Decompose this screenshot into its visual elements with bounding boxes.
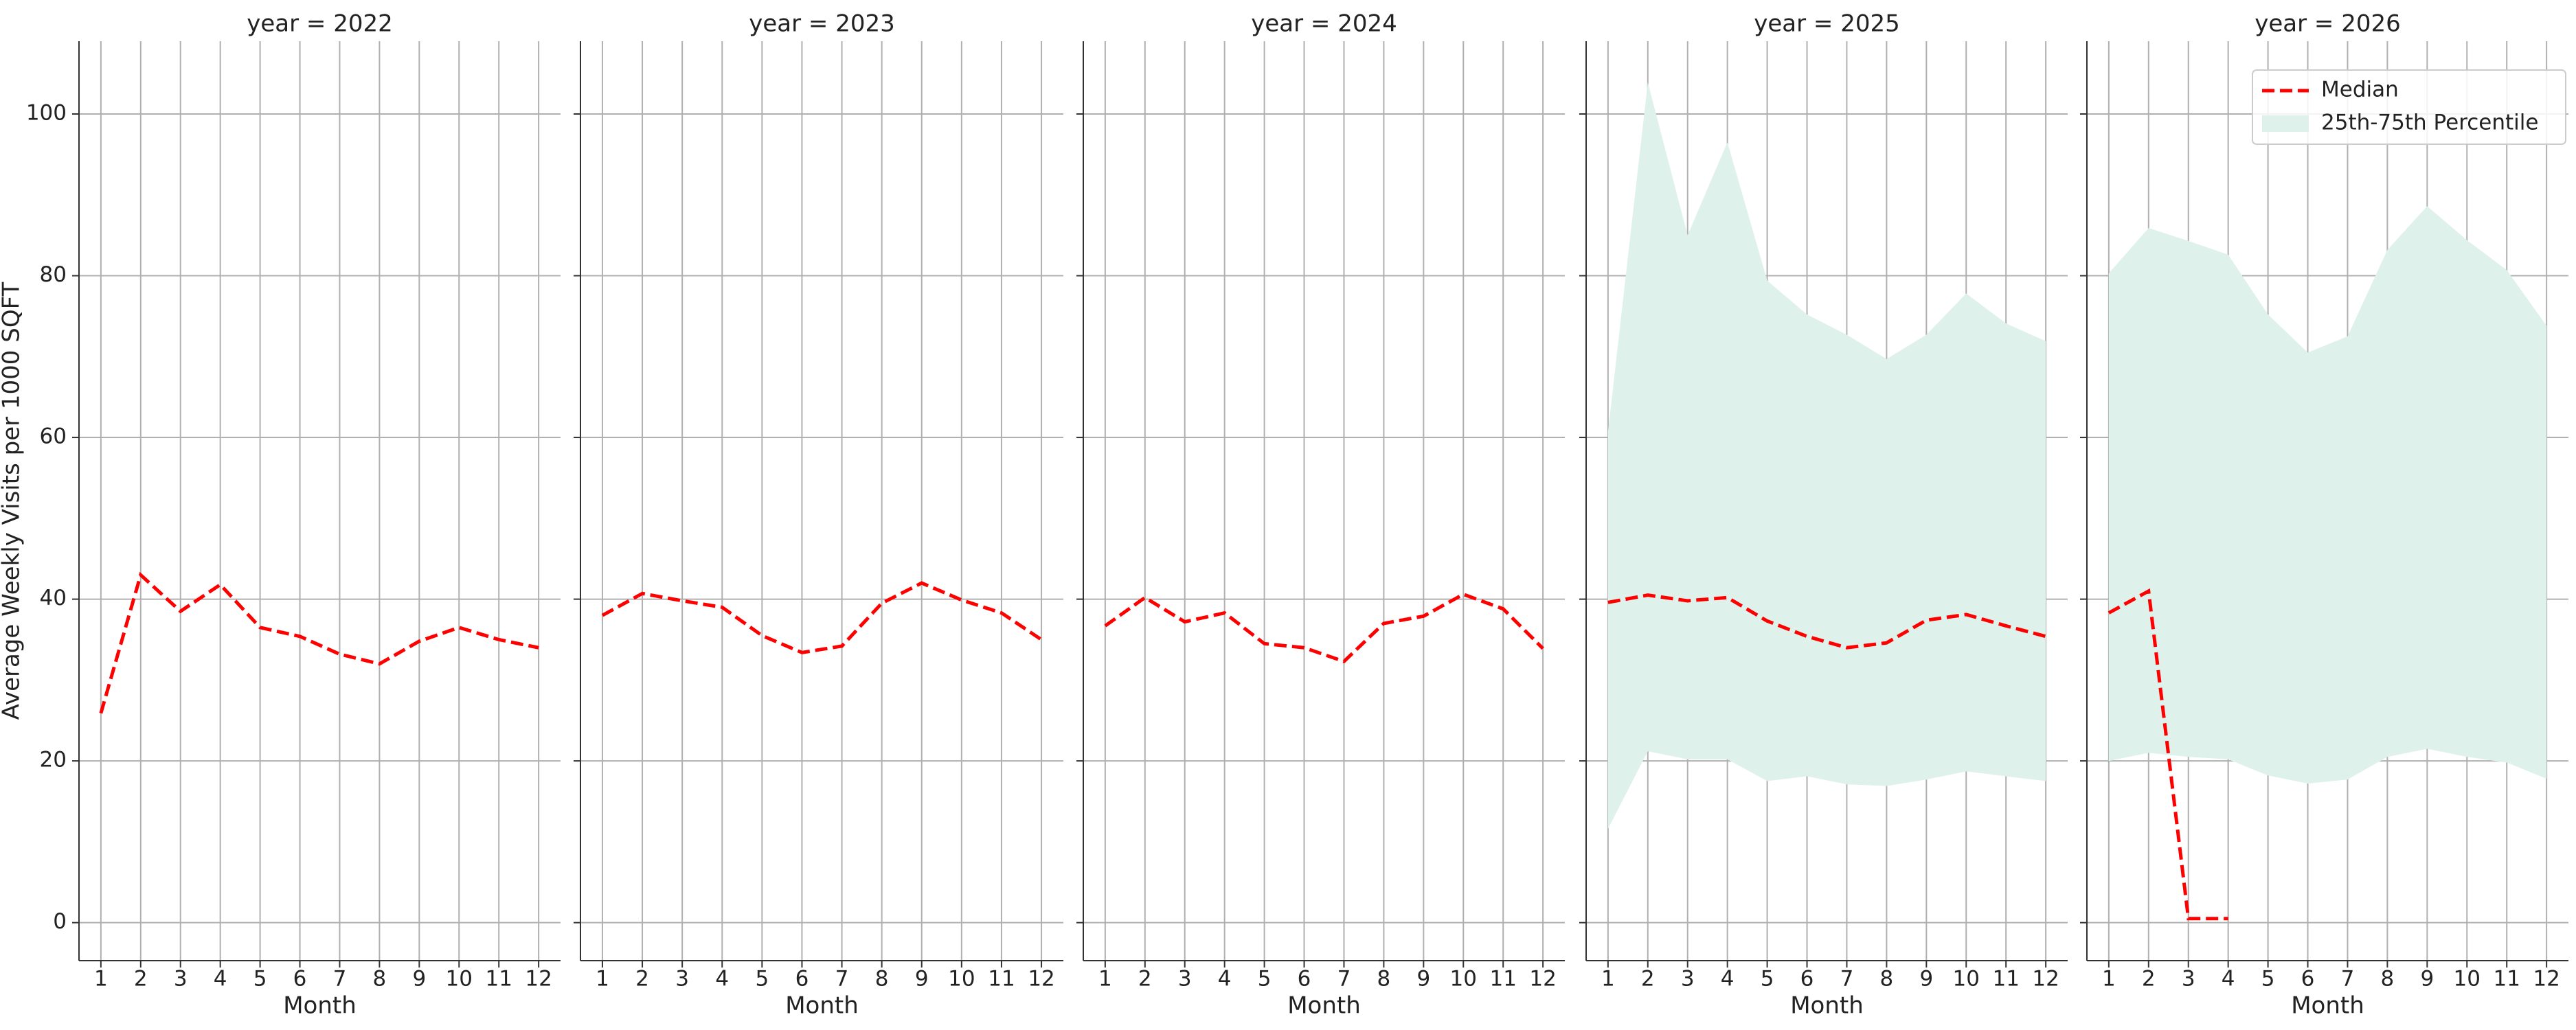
x-tick-label: 3 bbox=[1681, 967, 1695, 992]
x-tick-label: 11 bbox=[1489, 967, 1516, 992]
x-tick-label: 10 bbox=[1450, 967, 1477, 992]
x-axis-label: Month bbox=[1287, 992, 1361, 1020]
x-tick-label: 10 bbox=[2454, 967, 2481, 992]
x-tick-label: 10 bbox=[1953, 967, 1980, 992]
x-tick-label: 5 bbox=[1761, 967, 1774, 992]
x-tick-label: 8 bbox=[1377, 967, 1391, 992]
x-tick-label: 12 bbox=[2533, 967, 2560, 992]
x-tick-label: 3 bbox=[1178, 967, 1192, 992]
x-tick-label: 6 bbox=[293, 967, 307, 992]
panel-title: year = 2023 bbox=[749, 10, 894, 38]
x-tick-label: 5 bbox=[253, 967, 267, 992]
x-tick-label: 11 bbox=[988, 967, 1015, 992]
x-tick-label: 6 bbox=[795, 967, 809, 992]
x-tick-label: 2 bbox=[134, 967, 148, 992]
median-line bbox=[2108, 588, 2228, 921]
x-tick-label: 5 bbox=[755, 967, 769, 992]
median-line bbox=[1104, 592, 1544, 664]
x-tick-label: 4 bbox=[2222, 967, 2235, 992]
x-tick-label: 2 bbox=[1641, 967, 1655, 992]
x-tick-label: 3 bbox=[174, 967, 188, 992]
x-tick-label: 11 bbox=[1992, 967, 2019, 992]
median-line bbox=[99, 571, 539, 714]
x-tick-label: 1 bbox=[1098, 967, 1112, 992]
panel-title: year = 2024 bbox=[1251, 10, 1397, 38]
x-tick-label: 8 bbox=[1880, 967, 1894, 992]
x-axis-label: Month bbox=[2291, 992, 2364, 1020]
x-tick-label: 8 bbox=[875, 967, 889, 992]
x-axis-label: Month bbox=[1790, 992, 1864, 1020]
x-tick-label: 5 bbox=[1258, 967, 1272, 992]
x-tick-label: 6 bbox=[1298, 967, 1311, 992]
x-tick-label: 10 bbox=[948, 967, 975, 992]
x-tick-label: 7 bbox=[1840, 967, 1854, 992]
x-tick-label: 1 bbox=[596, 967, 609, 992]
x-tick-label: 6 bbox=[1800, 967, 1814, 992]
x-tick-label: 3 bbox=[675, 967, 689, 992]
x-tick-label: 2 bbox=[2142, 967, 2156, 992]
x-axis-label: Month bbox=[785, 992, 859, 1020]
x-tick-label: 9 bbox=[1416, 967, 1430, 992]
x-tick-label: 7 bbox=[835, 967, 849, 992]
y-tick-label: 40 bbox=[40, 586, 67, 610]
x-tick-label: 4 bbox=[1721, 967, 1735, 992]
x-tick-label: 11 bbox=[2493, 967, 2520, 992]
y-tick-label: 60 bbox=[40, 424, 67, 449]
x-tick-label: 4 bbox=[214, 967, 227, 992]
y-tick-label: 20 bbox=[40, 748, 67, 772]
x-tick-label: 12 bbox=[1529, 967, 1556, 992]
x-tick-label: 10 bbox=[446, 967, 473, 992]
median-line bbox=[1607, 593, 2046, 650]
x-tick-label: 9 bbox=[915, 967, 929, 992]
y-tick-label: 0 bbox=[53, 909, 67, 934]
x-tick-label: 9 bbox=[412, 967, 426, 992]
panel-title: year = 2026 bbox=[2255, 10, 2400, 38]
x-tick-label: 1 bbox=[94, 967, 108, 992]
legend-label: Median bbox=[2321, 78, 2399, 102]
median-line bbox=[601, 581, 1043, 654]
legend-swatch bbox=[2262, 115, 2309, 132]
x-tick-label: 1 bbox=[2102, 967, 2116, 992]
x-tick-label: 1 bbox=[1601, 967, 1615, 992]
percentile-band bbox=[2108, 206, 2547, 784]
x-tick-label: 12 bbox=[1028, 967, 1054, 992]
x-tick-label: 7 bbox=[333, 967, 347, 992]
x-tick-label: 9 bbox=[1919, 967, 1933, 992]
x-tick-label: 8 bbox=[2381, 967, 2395, 992]
x-tick-label: 9 bbox=[2420, 967, 2434, 992]
x-tick-label: 6 bbox=[2301, 967, 2315, 992]
x-tick-label: 4 bbox=[715, 967, 729, 992]
y-tick-label: 80 bbox=[40, 262, 67, 287]
x-tick-label: 8 bbox=[373, 967, 387, 992]
x-tick-label: 11 bbox=[485, 967, 512, 992]
percentile-band bbox=[1607, 82, 2046, 829]
x-tick-label: 7 bbox=[1337, 967, 1351, 992]
y-tick-label: 100 bbox=[26, 100, 67, 125]
x-tick-label: 12 bbox=[2032, 967, 2059, 992]
legend-box bbox=[2252, 69, 2566, 145]
legend-label: 25th-75th Percentile bbox=[2321, 111, 2538, 135]
x-tick-label: 12 bbox=[525, 967, 552, 992]
y-axis-label: Average Weekly Visits per 1000 SQFT bbox=[0, 282, 25, 720]
x-tick-label: 2 bbox=[635, 967, 649, 992]
x-tick-label: 2 bbox=[1138, 967, 1152, 992]
panel-title: year = 2025 bbox=[1754, 10, 1899, 38]
x-tick-label: 7 bbox=[2341, 967, 2355, 992]
x-tick-label: 4 bbox=[1218, 967, 1232, 992]
x-tick-label: 5 bbox=[2261, 967, 2275, 992]
x-axis-label: Month bbox=[283, 992, 357, 1020]
panel-title: year = 2022 bbox=[247, 10, 392, 38]
x-tick-label: 3 bbox=[2182, 967, 2195, 992]
